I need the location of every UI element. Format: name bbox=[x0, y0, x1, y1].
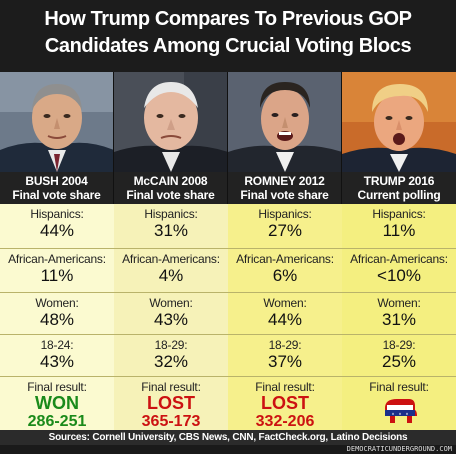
cell-text: Women: bbox=[263, 296, 307, 310]
candidate-headers: BUSH 2004 Final vote share McCAIN 2008 F… bbox=[0, 172, 456, 204]
sources-footer: Sources: Cornell University, CBS News, C… bbox=[0, 430, 456, 445]
cell-text: 44% bbox=[267, 310, 303, 329]
header-romney: ROMNEY 2012 Final vote share bbox=[228, 172, 342, 204]
cell-text: 18-29: bbox=[268, 338, 302, 352]
row-final-result: Final result: WON 286-251 Final result: … bbox=[0, 376, 456, 430]
table-cell: Hispanics: 11% bbox=[342, 207, 456, 248]
cell-text: 32% bbox=[153, 352, 189, 371]
electoral-score: 332-206 bbox=[255, 413, 315, 430]
cell-text: Final result: bbox=[255, 380, 315, 394]
cell-text: 44% bbox=[39, 221, 75, 240]
cell-text: 18-24: bbox=[40, 338, 74, 352]
result-lost: LOST bbox=[261, 393, 309, 413]
cell-text: Final result: bbox=[27, 380, 87, 394]
cell-text: African-Americans: bbox=[8, 252, 106, 266]
table-cell: African-Americans: 6% bbox=[228, 252, 342, 292]
header-mccain: McCAIN 2008 Final vote share bbox=[114, 172, 228, 204]
cell-text: Current polling bbox=[357, 188, 441, 202]
table-cell: Women: 44% bbox=[228, 296, 342, 334]
title-line-1: How Trump Compares To Previous GOP bbox=[44, 8, 412, 30]
electoral-score: 286-251 bbox=[27, 413, 87, 430]
table-cell: Women: 43% bbox=[114, 296, 228, 334]
table-cell: Final result: WON 286-251 bbox=[0, 380, 114, 430]
table-cell: Final result: LOST 332-206 bbox=[228, 380, 342, 430]
cell-text: Women: bbox=[149, 296, 193, 310]
table-cell: 18-29: 32% bbox=[114, 338, 228, 376]
cell-text: African-Americans: bbox=[122, 252, 220, 266]
cell-text: Final vote share bbox=[12, 188, 101, 202]
row-african-americans: African-Americans: 11% African-Americans:… bbox=[0, 248, 456, 292]
table-cell: Hispanics: 27% bbox=[228, 207, 342, 248]
cell-text: African-Americans: bbox=[236, 252, 334, 266]
cell-text: 11% bbox=[382, 221, 416, 240]
cell-text: Final result: bbox=[141, 380, 201, 394]
cell-text: Hispanics: bbox=[30, 207, 84, 221]
table-cell: Hispanics: 31% bbox=[114, 207, 228, 248]
cell-text: 43% bbox=[39, 352, 75, 371]
site-credit: DEMOCRATICUNDERGROUND.COM bbox=[0, 445, 456, 454]
cell-text: 11% bbox=[40, 266, 74, 285]
electoral-score: 365-173 bbox=[141, 413, 201, 430]
table-cell: Women: 31% bbox=[342, 296, 456, 334]
trump-portrait bbox=[342, 72, 456, 172]
table-cell: 18-29: 25% bbox=[342, 338, 456, 376]
cell-text: ROMNEY 2012 bbox=[244, 174, 325, 188]
cell-text: 18-29: bbox=[382, 338, 416, 352]
cell-text: Final vote share bbox=[126, 188, 215, 202]
table-cell: African-Americans: <10% bbox=[342, 252, 456, 292]
table-cell: Final result: LOST 365-173 bbox=[114, 380, 228, 430]
row-women: Women: 48% Women: 43% Women: 44% Women: 31% bbox=[0, 292, 456, 334]
table-cell: African-Americans: 11% bbox=[0, 252, 114, 292]
row-hispanics: Hispanics: 44% Hispanics: 31% Hispanics: 27… bbox=[0, 204, 456, 248]
mccain-portrait bbox=[114, 72, 228, 172]
cell-text: Hispanics: bbox=[144, 207, 198, 221]
result-won: WON bbox=[35, 393, 79, 413]
gop-elephant-icon bbox=[342, 396, 456, 431]
cell-text: BUSH 2004 bbox=[25, 174, 88, 188]
table-cell: 18-24: 43% bbox=[0, 338, 114, 376]
cell-text: <10% bbox=[377, 266, 421, 285]
comparison-table: Hispanics: 44% Hispanics: 31% Hispanics: 27… bbox=[0, 204, 456, 430]
candidate-photos bbox=[0, 72, 456, 172]
cell-text: Final result: bbox=[369, 380, 429, 394]
cell-text: 43% bbox=[153, 310, 189, 329]
table-cell: African-Americans: 4% bbox=[114, 252, 228, 292]
cell-text: 48% bbox=[39, 310, 75, 329]
cell-text: 37% bbox=[267, 352, 303, 371]
cell-text: African-Americans: bbox=[350, 252, 448, 266]
cell-text: 27% bbox=[267, 221, 303, 240]
chart-title: How Trump Compares To Previous GOP Candi… bbox=[0, 0, 456, 72]
table-cell: 18-29: 37% bbox=[228, 338, 342, 376]
cell-text: TRUMP 2016 bbox=[363, 174, 435, 188]
cell-text: Women: bbox=[377, 296, 421, 310]
title-line-2: Candidates Among Crucial Voting Blocs bbox=[44, 35, 412, 57]
header-trump: TRUMP 2016 Current polling bbox=[342, 172, 456, 204]
cell-text: 18-29: bbox=[154, 338, 188, 352]
column-bg-trump bbox=[342, 204, 456, 430]
cell-text: Hispanics: bbox=[372, 207, 426, 221]
cell-text: Final vote share bbox=[240, 188, 329, 202]
cell-text: McCAIN 2008 bbox=[133, 174, 208, 188]
table-cell: Hispanics: 44% bbox=[0, 207, 114, 248]
cell-text: 6% bbox=[272, 266, 298, 285]
cell-text: Hispanics: bbox=[258, 207, 312, 221]
table-cell: Final result: bbox=[342, 380, 456, 430]
column-bg-mccain bbox=[114, 204, 228, 430]
header-bush: BUSH 2004 Final vote share bbox=[0, 172, 114, 204]
cell-text: 4% bbox=[158, 266, 184, 285]
column-bg-romney bbox=[228, 204, 342, 430]
cell-text: Women: bbox=[35, 296, 79, 310]
result-lost: LOST bbox=[147, 393, 195, 413]
bush-portrait bbox=[0, 72, 114, 172]
cell-text: 25% bbox=[381, 352, 417, 371]
table-cell: Women: 48% bbox=[0, 296, 114, 334]
romney-portrait bbox=[228, 72, 342, 172]
cell-text: 31% bbox=[153, 221, 189, 240]
row-youth: 18-24: 43% 18-29: 32% 18-29: 37% 18-29: 25% bbox=[0, 334, 456, 376]
column-bg-bush bbox=[0, 204, 114, 430]
cell-text: 31% bbox=[381, 310, 417, 329]
